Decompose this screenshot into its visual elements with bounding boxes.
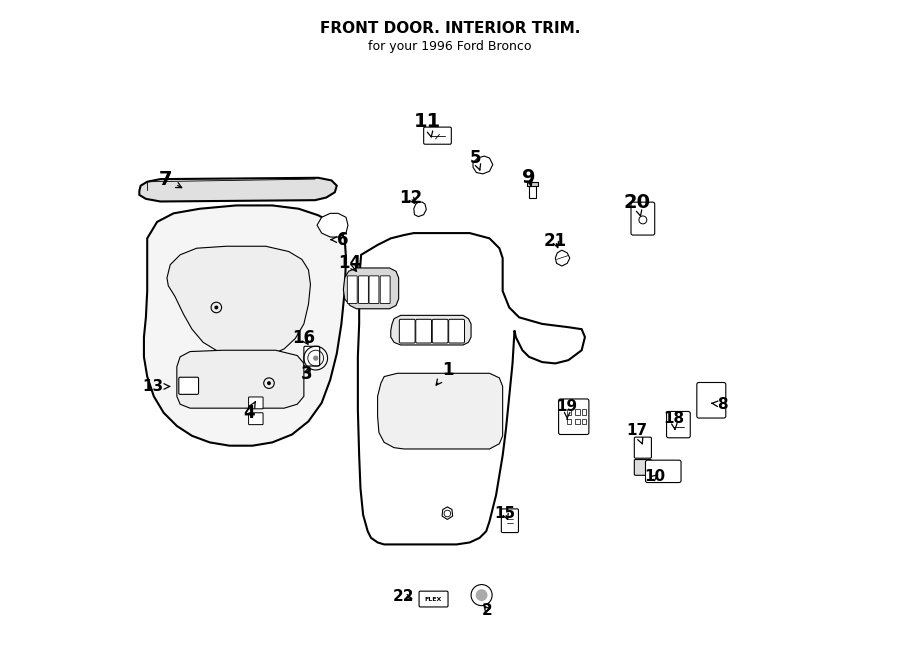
Polygon shape: [144, 206, 346, 446]
Text: 15: 15: [495, 506, 516, 521]
FancyBboxPatch shape: [501, 509, 518, 533]
FancyBboxPatch shape: [416, 319, 432, 343]
FancyBboxPatch shape: [400, 319, 415, 343]
Text: 17: 17: [626, 423, 647, 444]
Text: 14: 14: [338, 254, 362, 272]
Text: 12: 12: [399, 188, 422, 206]
Text: 2: 2: [482, 603, 493, 618]
Text: 11: 11: [414, 112, 441, 137]
FancyBboxPatch shape: [631, 202, 654, 235]
FancyBboxPatch shape: [559, 399, 589, 434]
Circle shape: [313, 356, 319, 361]
Polygon shape: [391, 315, 471, 345]
Text: 3: 3: [302, 365, 313, 383]
Polygon shape: [140, 178, 337, 202]
Text: 20: 20: [624, 193, 651, 216]
Polygon shape: [167, 247, 310, 358]
Text: 8: 8: [712, 397, 728, 412]
Bar: [527, 182, 537, 186]
FancyBboxPatch shape: [424, 127, 451, 144]
FancyBboxPatch shape: [380, 276, 390, 303]
FancyBboxPatch shape: [645, 460, 681, 483]
Polygon shape: [358, 233, 585, 545]
Polygon shape: [414, 202, 427, 217]
Text: FLEX: FLEX: [425, 597, 442, 602]
Polygon shape: [378, 373, 503, 449]
Bar: [566, 409, 572, 414]
FancyBboxPatch shape: [419, 591, 448, 607]
Text: 19: 19: [556, 399, 578, 419]
FancyBboxPatch shape: [358, 276, 368, 303]
Bar: [575, 418, 580, 424]
FancyBboxPatch shape: [432, 319, 448, 343]
Text: 6: 6: [331, 231, 348, 249]
Text: 21: 21: [544, 232, 567, 250]
Circle shape: [476, 589, 488, 601]
Text: 13: 13: [142, 379, 169, 394]
Polygon shape: [442, 507, 453, 520]
Text: 16: 16: [292, 329, 315, 348]
Circle shape: [214, 305, 219, 309]
FancyBboxPatch shape: [634, 459, 652, 475]
Text: for your 1996 Ford Bronco: for your 1996 Ford Bronco: [368, 40, 532, 53]
FancyBboxPatch shape: [248, 412, 263, 424]
Polygon shape: [555, 251, 570, 266]
FancyBboxPatch shape: [369, 276, 379, 303]
FancyBboxPatch shape: [347, 276, 357, 303]
Bar: [575, 409, 580, 414]
Text: 1: 1: [436, 361, 454, 385]
Bar: [581, 409, 586, 414]
Text: 7: 7: [159, 170, 182, 188]
FancyBboxPatch shape: [179, 377, 199, 395]
Text: 10: 10: [644, 469, 666, 484]
Bar: [529, 183, 535, 198]
Text: 5: 5: [470, 149, 482, 170]
Text: FRONT DOOR. INTERIOR TRIM.: FRONT DOOR. INTERIOR TRIM.: [320, 21, 580, 36]
Bar: [566, 418, 572, 424]
FancyBboxPatch shape: [697, 383, 725, 418]
FancyBboxPatch shape: [304, 346, 320, 366]
Polygon shape: [473, 156, 493, 174]
Text: 4: 4: [243, 401, 256, 422]
Polygon shape: [344, 268, 399, 309]
Text: 18: 18: [663, 411, 684, 430]
Text: 9: 9: [522, 169, 536, 187]
FancyBboxPatch shape: [634, 437, 652, 458]
Bar: [581, 418, 586, 424]
FancyBboxPatch shape: [449, 319, 464, 343]
Polygon shape: [176, 350, 304, 408]
Polygon shape: [317, 214, 348, 237]
Circle shape: [267, 381, 271, 385]
FancyBboxPatch shape: [667, 411, 690, 438]
Text: 22: 22: [393, 589, 415, 604]
FancyBboxPatch shape: [248, 397, 263, 408]
